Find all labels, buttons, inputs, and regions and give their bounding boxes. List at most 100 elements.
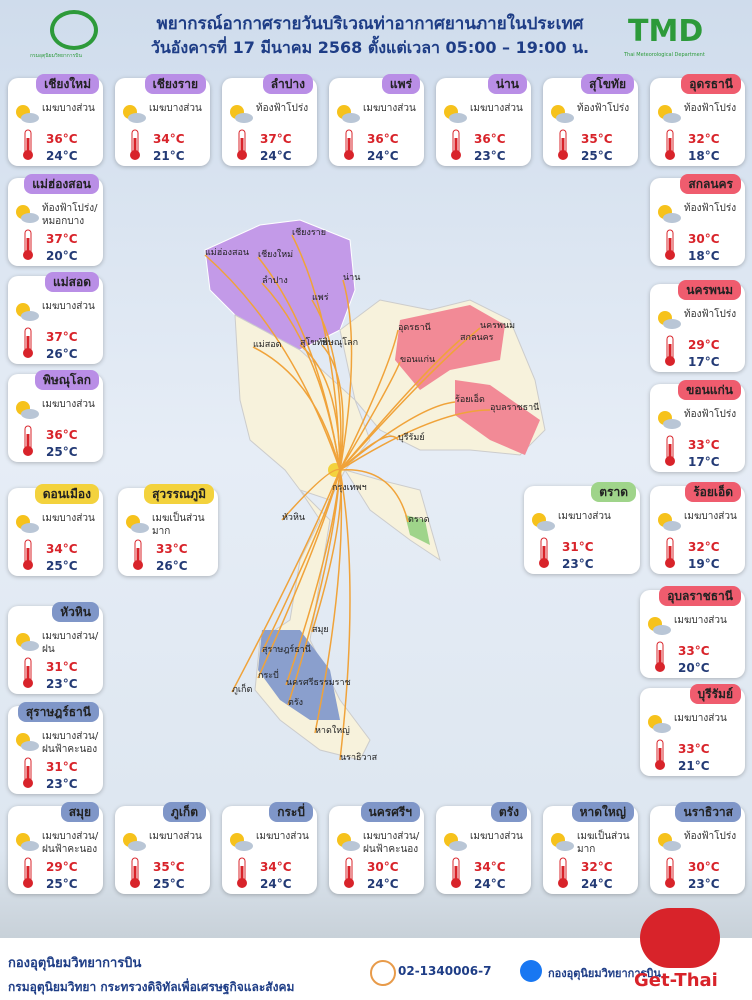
high-temp: 34°C [474, 860, 506, 874]
cloud [21, 311, 39, 321]
weather-card: แพร่ เมฆบางส่วน 36°C 24°C [329, 74, 424, 166]
map-label: หัวหิน [282, 512, 305, 523]
low-temp: 23°C [474, 149, 506, 163]
map-label: นครพนม [480, 321, 515, 331]
condition: เมฆบางส่วน [149, 103, 202, 114]
thermo-bulb [130, 878, 140, 888]
thermo-bulb [130, 150, 140, 160]
city-name: เชียงใหม่ [36, 74, 99, 94]
city-name: นครศรีฯ [360, 802, 420, 822]
trat-highlight [405, 515, 430, 545]
cloud [653, 723, 671, 733]
city-name: บุรีรัมย์ [689, 684, 741, 704]
weather-icon [337, 833, 360, 851]
condition: เมฆบางส่วน/ฝนฟ้าคะนอง [42, 731, 99, 755]
high-temp: 32°C [581, 860, 613, 874]
city-name: ลำปาง [262, 74, 313, 94]
weather-icon [123, 833, 146, 851]
high-temp: 29°C [688, 338, 720, 352]
weather-card: เชียงราย เมฆบางส่วน 34°C 21°C [115, 74, 210, 166]
thermo-bulb [558, 150, 568, 160]
thermo-bulb [655, 662, 665, 672]
map-label: ขอนแก่น [400, 355, 435, 365]
city-name: ร้อยเอ็ด [685, 482, 741, 502]
route-arc [339, 339, 461, 471]
weather-card: ตรัง เมฆบางส่วน 34°C 24°C [436, 802, 531, 894]
map-label: อุบลราชธานี [490, 402, 539, 413]
weather-card: สุราษฎร์ธานี เมฆบางส่วน/ฝนฟ้าคะนอง 31°C 23°… [8, 702, 103, 794]
map-label: พิษณุโลก [322, 337, 358, 348]
weather-icon [658, 411, 681, 429]
map-label: ภูเก็ต [232, 682, 252, 695]
thermometer [344, 857, 354, 888]
cloud [235, 113, 253, 123]
high-temp: 30°C [688, 860, 720, 874]
cloud [556, 841, 574, 851]
map-label: นราธิวาส [340, 752, 378, 763]
condition: ท้องฟ้าโปร่ง [684, 831, 737, 842]
high-temp: 30°C [367, 860, 399, 874]
thermo-fill [668, 344, 672, 360]
city-name: แม่ฮ่องสอน [24, 174, 99, 194]
city-name: สมุย [60, 802, 99, 822]
route-arc [339, 329, 399, 471]
subtitle: วันอังคารที่ 17 มีนาคม 2568 ตั้งแต่เวลา … [150, 38, 590, 57]
thermometer [23, 657, 33, 688]
tmd-logo: TMD [628, 14, 704, 49]
weather-card: พิษณุโลก เมฆบางส่วน 36°C 25°C [8, 370, 103, 462]
weather-icon [658, 513, 681, 531]
weather-card: อุดรธานี ท้องฟ้าโปร่ง 32°C 18°C [650, 74, 745, 166]
high-temp: 29°C [46, 860, 78, 874]
cloud [449, 841, 467, 851]
weather-card: แม่สอด เมฆบางส่วน 37°C 26°C [8, 272, 103, 364]
weather-card: ภูเก็ต เมฆบางส่วน 35°C 25°C [115, 802, 210, 894]
weather-icon [648, 715, 671, 733]
condition: เมฆเป็นส่วนมาก [577, 831, 630, 855]
logo-text: กรมอุตุนิยมวิทยาการบิน [30, 53, 82, 59]
high-temp: 33°C [688, 438, 720, 452]
thermo-fill [668, 546, 672, 562]
map-label: เชียงราย [292, 227, 326, 238]
low-temp: 25°C [153, 877, 185, 891]
thermo-bulb [237, 878, 247, 888]
cloud [21, 213, 39, 223]
thermometer [23, 757, 33, 788]
phone: 02-1340006-7 [398, 964, 492, 978]
thermometer [23, 425, 33, 456]
cloud [342, 841, 360, 851]
low-temp: 24°C [46, 149, 78, 163]
cloud [21, 113, 39, 123]
high-temp: 33°C [678, 644, 710, 658]
weather-icon [16, 633, 39, 651]
condition: เมฆบางส่วน [558, 511, 611, 522]
map-label: ร้อยเอ็ด [455, 392, 485, 405]
thermometer [23, 129, 33, 160]
thermo-bulb [23, 878, 33, 888]
south-highlight [258, 630, 340, 720]
thermo-bulb [665, 356, 675, 366]
thermo-bulb [237, 150, 247, 160]
weather-card: สกลนคร ท้องฟ้าโปร่ง 30°C 18°C [650, 174, 745, 266]
weather-card: ดอนเมือง เมฆบางส่วน 34°C 25°C [8, 484, 103, 576]
weather-card: ร้อยเอ็ด เมฆบางส่วน 32°C 19°C [650, 482, 745, 574]
cloud [537, 521, 555, 531]
low-temp: 21°C [153, 149, 185, 163]
thermometer [133, 539, 143, 570]
footer: กองอุตุนิยมวิทยาการบิน กรมอุตุนิยมวิทยา … [0, 908, 752, 1000]
route-arc [287, 469, 341, 706]
weather-icon [658, 105, 681, 123]
low-temp: 23°C [46, 777, 78, 791]
map-label: ตรัง [288, 698, 303, 708]
high-temp: 37°C [46, 330, 78, 344]
thermo-bulb [665, 878, 675, 888]
low-temp: 26°C [46, 347, 78, 361]
weather-icon [123, 105, 146, 123]
weather-card: หาดใหญ่ เมฆเป็นส่วนมาก 32°C 24°C [543, 802, 638, 894]
weather-icon [16, 205, 39, 223]
weather-icon [16, 733, 39, 751]
weather-card: ตราด เมฆบางส่วน 31°C 23°C [524, 482, 640, 574]
map-label: สุราษฎร์ธานี [262, 643, 311, 655]
weather-card: เชียงใหม่ เมฆบางส่วน 36°C 24°C [8, 74, 103, 166]
low-temp: 18°C [688, 249, 720, 263]
